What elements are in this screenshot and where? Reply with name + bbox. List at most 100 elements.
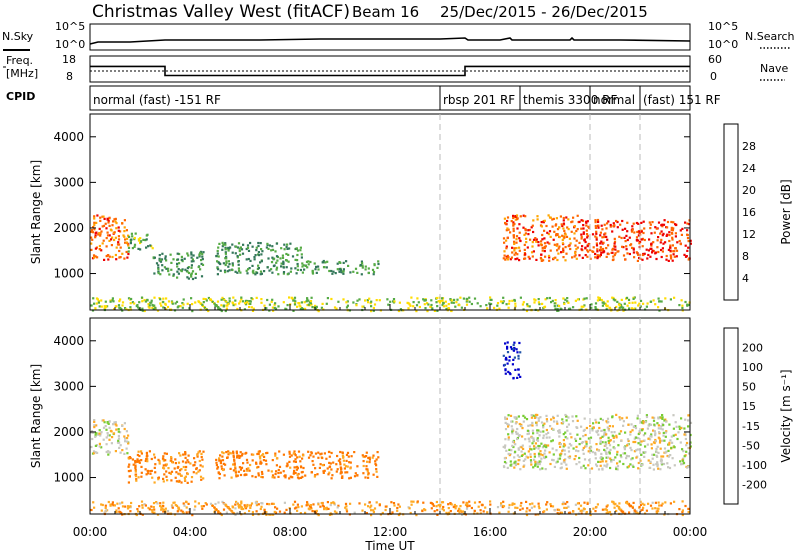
power-data-cell xyxy=(237,260,240,263)
velocity-data-cell xyxy=(530,506,533,509)
power-data-cell xyxy=(595,232,598,235)
power-data-cell xyxy=(245,247,248,251)
power-data-cell xyxy=(131,235,134,238)
power-data-cell xyxy=(223,298,226,301)
velocity-data-cell xyxy=(162,480,165,483)
power-data-cell xyxy=(105,227,108,230)
power-data-cell xyxy=(547,233,550,236)
velocity-data-cell xyxy=(205,503,208,506)
velocity-data-cell xyxy=(273,476,276,479)
velocity-data-cell xyxy=(274,452,277,455)
power-data-cell xyxy=(513,240,516,243)
velocity-data-cell xyxy=(103,511,106,514)
velocity-data-cell xyxy=(323,469,326,472)
power-data-cell xyxy=(657,306,660,309)
velocity-data-cell xyxy=(301,457,304,460)
velocity-data-cell xyxy=(626,502,629,505)
velocity-data-cell xyxy=(513,341,516,344)
power-data-cell xyxy=(282,301,285,304)
velocity-data-cell xyxy=(577,450,580,453)
power-data-cell xyxy=(468,300,471,303)
velocity-data-cell xyxy=(661,416,664,419)
velocity-data-cell xyxy=(595,506,598,509)
power-data-cell xyxy=(581,219,585,222)
velocity-data-cell xyxy=(248,504,251,507)
power-data-cell xyxy=(512,214,515,217)
date-range: 25/Dec/2015 - 26/Dec/2015 xyxy=(440,3,648,21)
power-data-cell xyxy=(427,303,430,306)
velocity-data-cell xyxy=(682,462,686,465)
power-data-cell xyxy=(582,224,585,227)
velocity-data-cell xyxy=(608,444,612,447)
velocity-data-cell xyxy=(528,440,531,443)
power-data-cell xyxy=(506,258,509,261)
power-data-cell xyxy=(586,249,589,252)
velocity-data-cell xyxy=(533,416,536,419)
velocity-data-cell xyxy=(685,441,689,445)
velocity-data-cell xyxy=(568,455,572,458)
velocity-data-cell xyxy=(608,510,612,514)
velocity-data-cell xyxy=(293,507,297,510)
power-data-cell xyxy=(326,297,329,300)
power-data-cell xyxy=(303,268,306,271)
velocity-data-cell xyxy=(285,465,288,468)
power-data-cell xyxy=(638,302,641,305)
velocity-data-cell xyxy=(575,415,578,418)
velocity-data-cell xyxy=(263,455,266,458)
velocity-data-cell xyxy=(576,502,580,505)
power-data-cell xyxy=(176,276,179,279)
velocity-data-cell xyxy=(362,455,365,458)
velocity-data-cell xyxy=(114,421,117,424)
velocity-data-cell xyxy=(545,433,548,436)
power-data-cell xyxy=(275,268,278,271)
power-data-cell xyxy=(523,243,526,246)
power-data-cell xyxy=(534,237,537,240)
power-data-cell xyxy=(586,245,589,248)
velocity-data-cell xyxy=(430,507,433,510)
velocity-data-cell xyxy=(375,470,378,473)
power-data-cell xyxy=(541,233,544,237)
power-data-cell xyxy=(252,272,255,275)
power-data-cell xyxy=(158,257,161,260)
velocity-data-cell xyxy=(683,433,686,436)
power-data-cell xyxy=(268,309,271,312)
velocity-data-cell xyxy=(325,508,328,511)
power-data-cell xyxy=(687,246,690,249)
power-ylabel: Slant Range [km] xyxy=(29,160,43,264)
velocity-data-cell xyxy=(217,472,220,475)
power-data-cell xyxy=(631,301,634,304)
velocity-data-cell xyxy=(149,472,152,475)
velocity-data-cell xyxy=(184,461,187,464)
velocity-data-cell xyxy=(182,511,185,514)
velocity-data-cell xyxy=(229,508,232,511)
velocity-data-cell xyxy=(612,435,615,438)
power-data-cell xyxy=(512,227,515,230)
velocity-data-cell xyxy=(545,446,548,449)
power-data-cell xyxy=(398,301,401,304)
velocity-data-cell xyxy=(625,454,628,457)
velocity-data-cell xyxy=(663,447,667,450)
velocity-data-cell xyxy=(556,511,559,515)
velocity-data-cell xyxy=(153,453,156,456)
velocity-data-cell xyxy=(604,433,608,436)
power-data-cell xyxy=(580,248,583,251)
velocity-data-cell xyxy=(320,452,323,455)
power-data-cell xyxy=(513,253,516,256)
power-data-cell xyxy=(453,298,456,301)
power-data-cell xyxy=(541,246,544,250)
velocity-data-cell xyxy=(606,426,609,429)
power-data-cell xyxy=(163,266,166,269)
velocity-data-cell xyxy=(362,460,365,463)
velocity-data-cell xyxy=(238,456,241,459)
velocity-data-cell xyxy=(135,479,138,482)
power-data-cell xyxy=(127,252,130,256)
velocity-data-cell xyxy=(141,513,144,516)
power-data-cell xyxy=(522,214,525,217)
power-data-cell xyxy=(372,309,375,312)
power-data-cell xyxy=(114,220,117,223)
power-data-cell xyxy=(303,301,306,304)
velocity-data-cell xyxy=(178,452,181,455)
power-data-cell xyxy=(546,231,549,234)
velocity-data-cell xyxy=(129,505,132,508)
power-data-cell xyxy=(465,300,468,303)
